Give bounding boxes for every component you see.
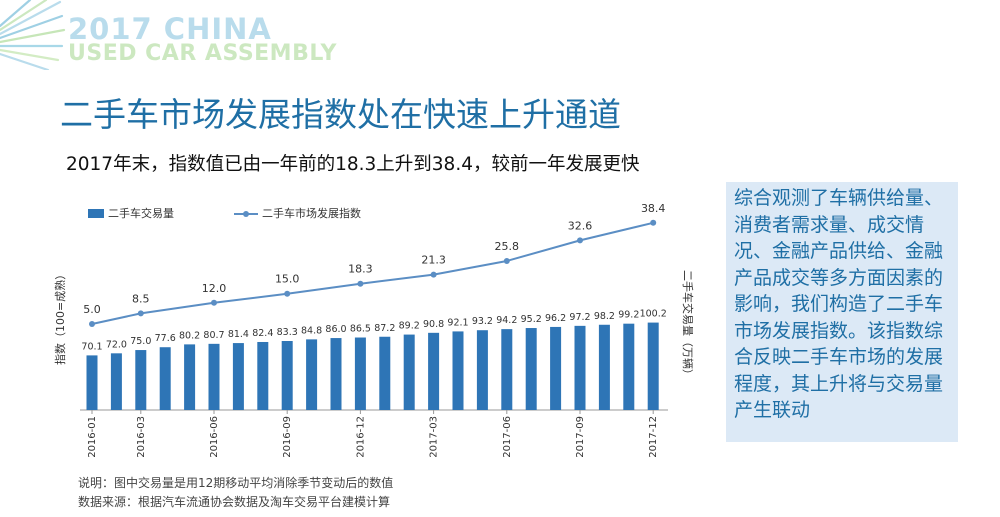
bar-value-label: 82.4 [252,328,273,339]
bar-2017-08 [550,326,562,410]
index-point [284,290,291,297]
bar-2016-01 [86,355,98,410]
bar-2017-03 [428,332,440,410]
index-value-label: 8.5 [132,292,150,305]
index-point [650,219,657,226]
bar-2017-01 [379,336,391,410]
bar-value-label: 77.6 [155,333,176,344]
chart-legend: 二手车交易量 二手车市场发展指数 [88,206,361,220]
bar-value-label: 90.8 [423,319,444,330]
bar-value-label: 83.3 [277,327,298,338]
legend-line-marker [243,211,249,217]
bar-value-label: 86.5 [350,324,371,335]
slide-title: 二手车市场发展指数处在快速上升通道 [60,95,621,134]
bar-2017-06 [501,329,513,410]
index-value-label: 12.0 [202,282,227,295]
legend-label-bar: 二手车交易量 [108,206,174,220]
bar-value-label: 96.2 [545,313,566,324]
logo-text-line1: 2017 CHINA [68,12,272,46]
bar-value-label: 86.0 [325,324,346,335]
x-tick-label: 2016-01 [87,416,98,458]
bar-value-label: 81.4 [228,329,249,340]
chart-title: 2017年末，指数值已由一年前的18.3上升到38.4，较前一年发展更快 [66,154,640,175]
index-value-label: 21.3 [421,254,446,267]
bar-value-label: 75.0 [130,336,151,347]
index-point [357,280,364,287]
bar-value-label: 80.7 [203,330,224,341]
bar-2017-11 [623,323,635,410]
description-text: 综合观测了车辆供给量、消费者需求量、成交情况、金融产品供给、金融产品成交等多方面… [734,187,944,421]
bar-value-label: 98.2 [594,311,615,322]
bar-2016-07 [232,343,244,410]
combo-chart: 二手车交易量 二手车市场发展指数 70.1 72.0 75.0 77.6 80.2 80.… [53,202,695,458]
y-axis-label-left: 指数（100=成熟） [53,269,67,365]
bar-value-label: 92.1 [447,317,468,328]
y-axis-label-right: 二手车交易量（万辆） [681,270,695,380]
bar-2017-02 [403,334,415,410]
index-point [577,237,583,244]
x-tick-label: 2017-06 [502,416,513,458]
bar-2017-12 [647,322,659,410]
bar-value-label: 84.8 [301,325,322,336]
bar-value-label: 95.2 [521,314,542,325]
note-explanation: 说明：图中交易量是用12期移动平均消除季节变动后的数值 [78,476,394,490]
index-point [503,257,510,264]
bar-value-label: 99.2 [618,310,639,321]
index-point [89,321,95,327]
description-box: 综合观测了车辆供给量、消费者需求量、成交情况、金融产品供给、金融产品成交等多方面… [726,182,958,442]
index-point [430,271,437,278]
bar-2016-12 [354,337,366,410]
legend-label-line: 二手车市场发展指数 [262,206,361,220]
note-source: 数据来源：根据汽车流通协会数据及淘车交易平台建模计算 [78,495,391,509]
bar-2016-09 [281,341,293,410]
bar-value-label: 70.1 [81,341,102,352]
bar-value-label: 97.2 [569,312,590,323]
index-point [211,299,217,306]
bar-2017-04 [452,331,464,410]
bar-value-label: 87.2 [374,323,395,334]
bar-2017-05 [476,330,488,410]
x-tick-label: 2017-09 [575,416,586,458]
bar-2016-11 [330,338,342,410]
bar-value-label: 89.2 [399,321,420,332]
bar-2016-03 [135,350,147,410]
index-value-label: 5.0 [83,303,101,316]
bar-value-label: 100.2 [640,309,667,320]
bar-2017-07 [525,328,537,410]
bar-2017-09 [574,325,586,410]
bar-value-label: 94.2 [496,315,517,326]
bar-2016-04 [159,347,171,410]
bar-2016-10 [306,339,318,410]
x-tick-label: 2017-12 [648,416,659,458]
bar-2016-08 [257,341,269,410]
starburst-logo-icon [0,0,66,70]
x-tick-label: 2016-03 [136,416,147,458]
bar-2016-02 [110,353,122,410]
index-value-label: 18.3 [348,263,373,276]
index-value-label: 38.4 [641,202,666,215]
bar-2017-10 [598,324,610,410]
index-value-label: 32.6 [568,219,593,232]
logo-text-line2: USED CAR ASSEMBLY [68,41,337,66]
bar-value-label: 72.0 [106,339,127,350]
index-point [137,310,144,317]
bar-value-label: 93.2 [472,316,493,327]
index-value-label: 15.0 [275,273,300,286]
x-tick-label: 2016-06 [209,416,220,458]
x-tick-label: 2017-03 [429,416,440,458]
x-tick-label: 2016-09 [282,416,293,458]
event-logo: 2017 CHINA USED CAR ASSEMBLY [0,0,336,70]
x-tick-label: 2016-12 [355,416,366,458]
bar-2016-06 [208,343,220,410]
legend-swatch-bar [88,209,104,218]
bar-2016-05 [184,344,196,410]
bar-value-label: 80.2 [179,330,200,341]
index-value-label: 25.8 [495,240,520,253]
